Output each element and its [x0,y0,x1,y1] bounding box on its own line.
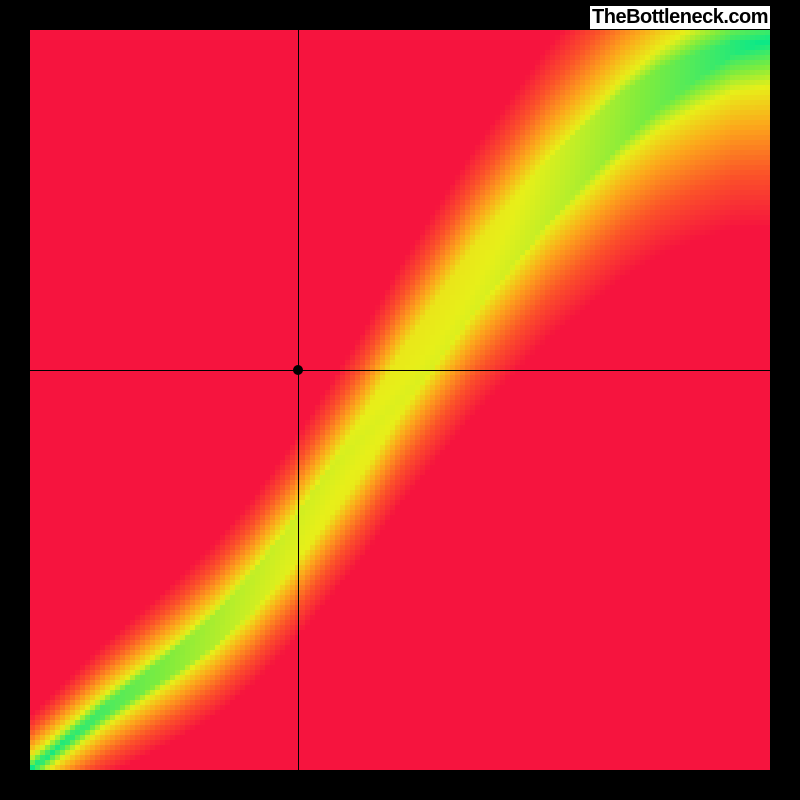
crosshair-horizontal [30,370,770,371]
crosshair-vertical [298,30,299,770]
chart-container: TheBottleneck.com [0,0,800,800]
watermark-label: TheBottleneck.com [590,6,770,29]
heatmap-canvas [30,30,770,770]
crosshair-marker [293,365,303,375]
plot-area [30,30,770,770]
